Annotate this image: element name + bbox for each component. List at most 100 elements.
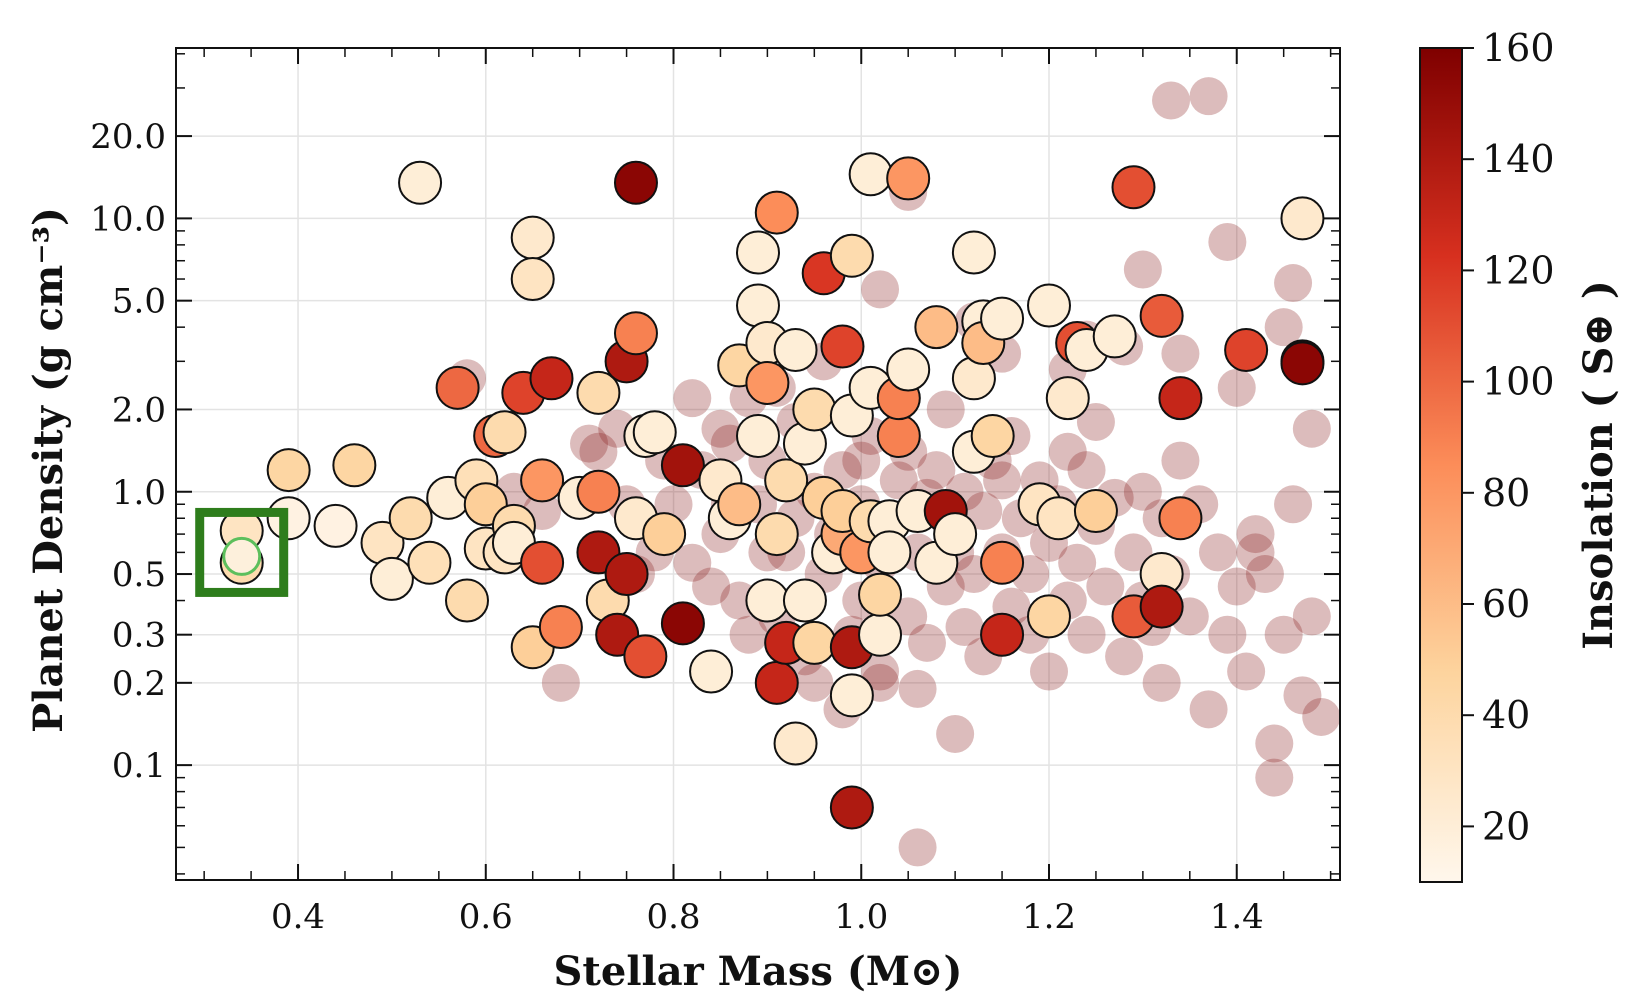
- x-axis-title: Stellar Mass (M⊙): [554, 948, 963, 995]
- background-point: [701, 409, 740, 448]
- data-point: [332, 443, 377, 488]
- background-point: [729, 615, 768, 654]
- data-point: [576, 469, 621, 514]
- data-point: [745, 360, 790, 405]
- data-point: [1224, 328, 1269, 373]
- background-point: [1161, 441, 1200, 480]
- background-point: [1236, 515, 1275, 554]
- data-point: [1027, 594, 1071, 639]
- data-point: [435, 365, 480, 410]
- data-point: [980, 540, 1025, 585]
- background-point: [907, 623, 946, 662]
- background-point: [1198, 533, 1237, 572]
- background-point: [1048, 432, 1087, 471]
- y-tick-label: 5.0: [112, 282, 166, 322]
- background-point: [1067, 615, 1106, 654]
- data-point: [266, 496, 311, 541]
- y-tick-label: 10.0: [90, 199, 166, 239]
- background-point: [936, 714, 975, 753]
- colorbar-tick-label: 80: [1482, 471, 1530, 515]
- background-point: [1264, 308, 1303, 347]
- data-point: [660, 443, 705, 488]
- data-point: [510, 215, 555, 260]
- background-point: [1067, 451, 1106, 490]
- background-point: [861, 652, 900, 691]
- plot-frame: [175, 47, 1341, 881]
- data-point: [736, 413, 780, 458]
- x-tick-label: 0.8: [646, 897, 700, 937]
- data-point: [1280, 341, 1325, 386]
- background-point: [1189, 690, 1228, 729]
- data-point: [369, 556, 414, 601]
- data-point: [313, 503, 358, 548]
- data-point: [1073, 489, 1118, 534]
- data-point: [782, 578, 827, 623]
- colorbar-tick-label: 100: [1482, 360, 1555, 404]
- colorbar-tick-label: 160: [1482, 26, 1555, 70]
- background-point: [879, 461, 918, 500]
- data-point: [745, 578, 790, 623]
- background-point: [1123, 472, 1162, 511]
- data-point: [632, 410, 677, 455]
- data-point: [660, 601, 705, 646]
- y-tick-label: 0.3: [112, 616, 166, 656]
- data-point: [689, 649, 734, 694]
- data-point: [529, 356, 574, 401]
- y-tick-label: 0.2: [112, 664, 166, 704]
- background-point: [1292, 409, 1331, 448]
- background-point: [795, 663, 834, 702]
- data-point: [576, 370, 621, 415]
- highlight-box: [195, 507, 289, 597]
- background-point: [1292, 597, 1331, 636]
- background-point: [898, 828, 937, 867]
- background-point: [570, 424, 609, 463]
- colorbar-title: Insolation ( S⊕ ): [1575, 280, 1622, 650]
- data-point: [736, 230, 780, 275]
- data-point: [754, 512, 799, 557]
- data-point: [1045, 376, 1090, 421]
- background-point: [926, 390, 965, 429]
- colorbar-tick-label: 140: [1482, 137, 1555, 181]
- data-point: [867, 530, 912, 575]
- data-point: [829, 673, 874, 718]
- background-point: [1142, 663, 1181, 702]
- data-point: [886, 347, 931, 392]
- data-point: [1139, 293, 1184, 338]
- background-point: [1076, 402, 1115, 441]
- background-point: [1264, 615, 1303, 654]
- y-axis-title: Planet Density (g cm⁻³): [25, 207, 72, 733]
- data-point: [407, 540, 452, 585]
- background-point: [1105, 637, 1144, 676]
- data-point: [773, 721, 818, 766]
- colorbar-tick-label: 40: [1482, 693, 1530, 737]
- data-point: [914, 305, 959, 350]
- data-point: [1280, 196, 1325, 241]
- background-point: [1274, 264, 1313, 303]
- data-point: [1111, 165, 1156, 210]
- data-point: [1158, 376, 1203, 421]
- background-points: [448, 77, 1340, 867]
- data-point: [754, 660, 799, 705]
- foreground-points: [219, 152, 1325, 830]
- colorbar-ticks: 20 40 60 80 100 120 140 160: [1462, 26, 1555, 848]
- data-point: [642, 512, 687, 557]
- background-point: [1208, 615, 1247, 654]
- data-point: [764, 458, 809, 503]
- background-point: [1152, 81, 1191, 120]
- background-point: [579, 432, 618, 471]
- data-point: [933, 512, 978, 557]
- data-point: [1158, 496, 1203, 541]
- background-point: [1123, 250, 1162, 289]
- data-point: [613, 311, 658, 356]
- data-point: [1036, 496, 1081, 541]
- x-tick-label: 1.4: [1210, 897, 1264, 937]
- data-point: [445, 578, 489, 623]
- data-point: [398, 160, 443, 205]
- background-point: [1208, 222, 1247, 261]
- data-point: [858, 572, 903, 617]
- background-point: [945, 608, 984, 647]
- data-point: [980, 612, 1025, 657]
- background-point: [1302, 697, 1340, 736]
- colorbar-tick-label: 60: [1482, 582, 1530, 626]
